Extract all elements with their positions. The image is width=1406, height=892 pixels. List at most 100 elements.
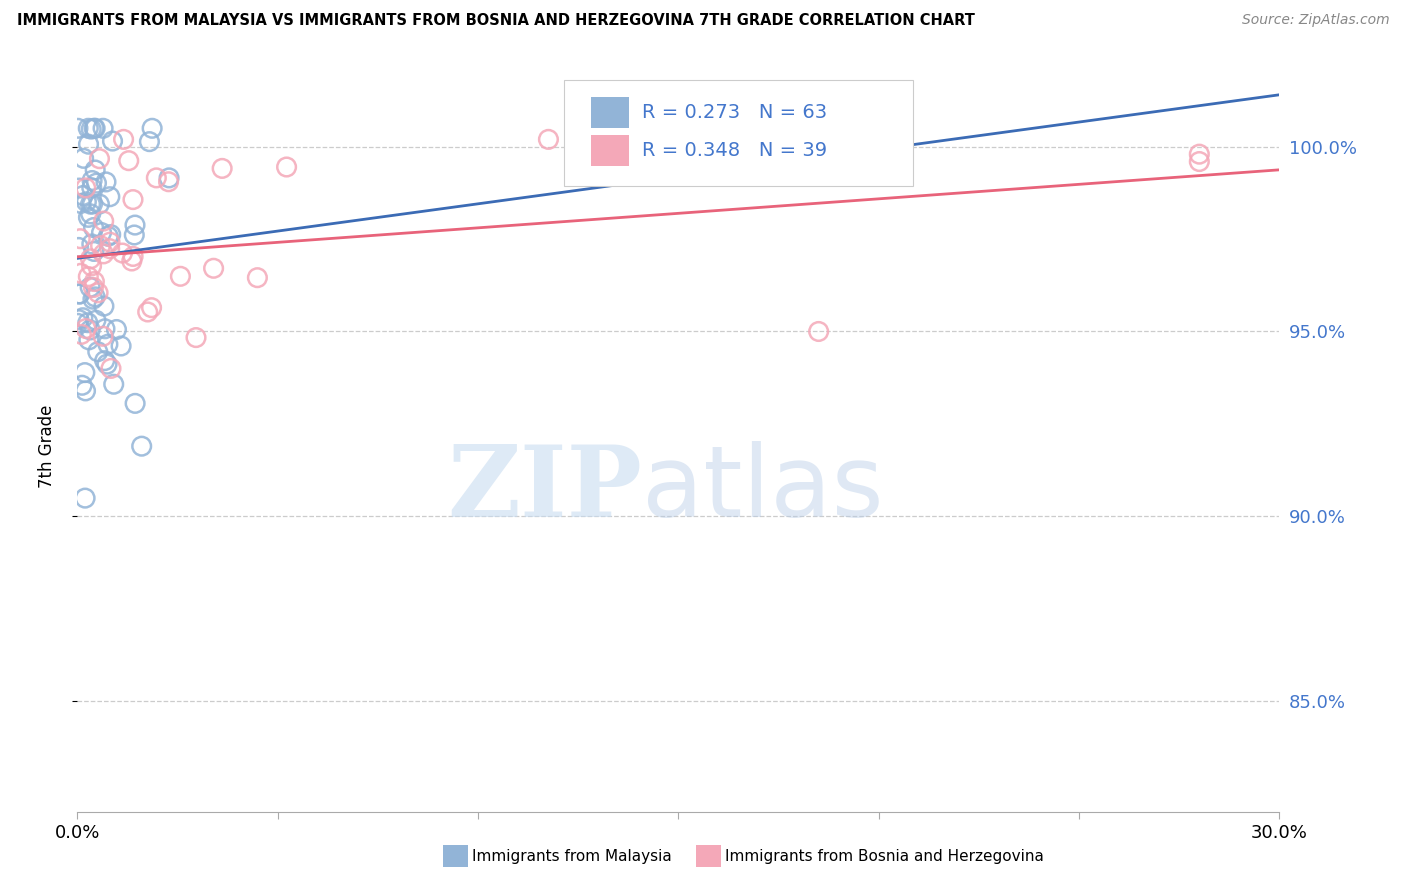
- Point: [82, 280, 104, 294]
- Point: [93, 247, 115, 261]
- Point: [72, 188, 94, 202]
- Point: [69, 266, 91, 280]
- Point: [118, 153, 141, 168]
- Point: [100, 361, 122, 376]
- Point: [82, 197, 104, 211]
- Text: ZIP: ZIP: [447, 442, 643, 539]
- Point: [77, 137, 100, 152]
- Point: [91, 121, 114, 136]
- Point: [82, 292, 104, 306]
- Point: [77, 269, 100, 284]
- Point: [83, 244, 105, 259]
- Point: [90, 238, 112, 252]
- Point: [89, 152, 111, 166]
- Point: [169, 269, 191, 284]
- Point: [77, 121, 100, 136]
- Point: [97, 229, 120, 244]
- Point: [80, 207, 103, 221]
- Point: [72, 152, 94, 166]
- Point: [124, 227, 146, 242]
- Point: [202, 261, 225, 276]
- Point: [211, 161, 233, 176]
- Point: [101, 134, 124, 148]
- Point: [122, 249, 145, 263]
- Point: [276, 160, 298, 174]
- Point: [90, 226, 112, 240]
- Point: [93, 299, 115, 313]
- Point: [77, 211, 100, 225]
- Point: [157, 170, 180, 185]
- Bar: [591, 97, 628, 128]
- Point: [75, 491, 97, 505]
- Point: [124, 396, 146, 410]
- Point: [145, 170, 167, 185]
- Point: [66, 121, 89, 136]
- Text: R = 0.348   N = 39: R = 0.348 N = 39: [643, 141, 828, 160]
- Point: [84, 290, 107, 304]
- Point: [124, 218, 146, 232]
- Point: [67, 287, 90, 301]
- Point: [98, 190, 121, 204]
- Point: [83, 220, 105, 235]
- Point: [69, 232, 91, 246]
- Point: [75, 194, 97, 209]
- Point: [69, 196, 91, 211]
- Point: [807, 325, 830, 339]
- Point: [93, 214, 115, 228]
- Point: [138, 135, 160, 149]
- Point: [70, 378, 93, 392]
- Point: [93, 353, 115, 368]
- Point: [79, 197, 101, 211]
- Point: [89, 197, 111, 211]
- Point: [91, 329, 114, 343]
- Text: atlas: atlas: [643, 442, 884, 539]
- Point: [67, 312, 90, 326]
- Point: [66, 317, 89, 331]
- Point: [131, 439, 153, 453]
- Point: [157, 175, 180, 189]
- Point: [75, 384, 97, 398]
- Point: [73, 366, 96, 380]
- Point: [94, 175, 117, 189]
- Point: [79, 323, 101, 337]
- Text: Immigrants from Malaysia: Immigrants from Malaysia: [472, 849, 672, 863]
- Point: [112, 132, 135, 146]
- Point: [79, 252, 101, 266]
- Point: [75, 181, 97, 195]
- Point: [121, 254, 143, 268]
- Point: [94, 322, 117, 336]
- Point: [1188, 154, 1211, 169]
- Point: [75, 321, 97, 335]
- Point: [77, 333, 100, 347]
- Point: [96, 357, 118, 371]
- Point: [86, 176, 108, 190]
- Point: [103, 377, 125, 392]
- Y-axis label: 7th Grade: 7th Grade: [38, 404, 56, 488]
- Point: [97, 337, 120, 351]
- Point: [76, 316, 98, 330]
- Point: [1188, 147, 1211, 161]
- Point: [83, 121, 105, 136]
- Point: [84, 163, 107, 178]
- Point: [67, 240, 90, 254]
- Text: Source: ZipAtlas.com: Source: ZipAtlas.com: [1241, 13, 1389, 28]
- Point: [184, 330, 207, 344]
- Point: [84, 121, 107, 136]
- Point: [80, 236, 103, 251]
- Point: [111, 246, 134, 260]
- Point: [141, 301, 163, 315]
- Point: [98, 235, 121, 249]
- Text: Immigrants from Bosnia and Herzegovina: Immigrants from Bosnia and Herzegovina: [725, 849, 1045, 863]
- Point: [79, 280, 101, 294]
- Point: [87, 344, 110, 359]
- Point: [83, 275, 105, 289]
- Point: [82, 173, 104, 187]
- Point: [70, 327, 93, 342]
- Point: [72, 310, 94, 325]
- Point: [110, 339, 132, 353]
- Point: [69, 287, 91, 301]
- Point: [80, 259, 103, 273]
- FancyBboxPatch shape: [564, 80, 912, 186]
- Point: [537, 132, 560, 146]
- Text: R = 0.273   N = 63: R = 0.273 N = 63: [643, 103, 828, 122]
